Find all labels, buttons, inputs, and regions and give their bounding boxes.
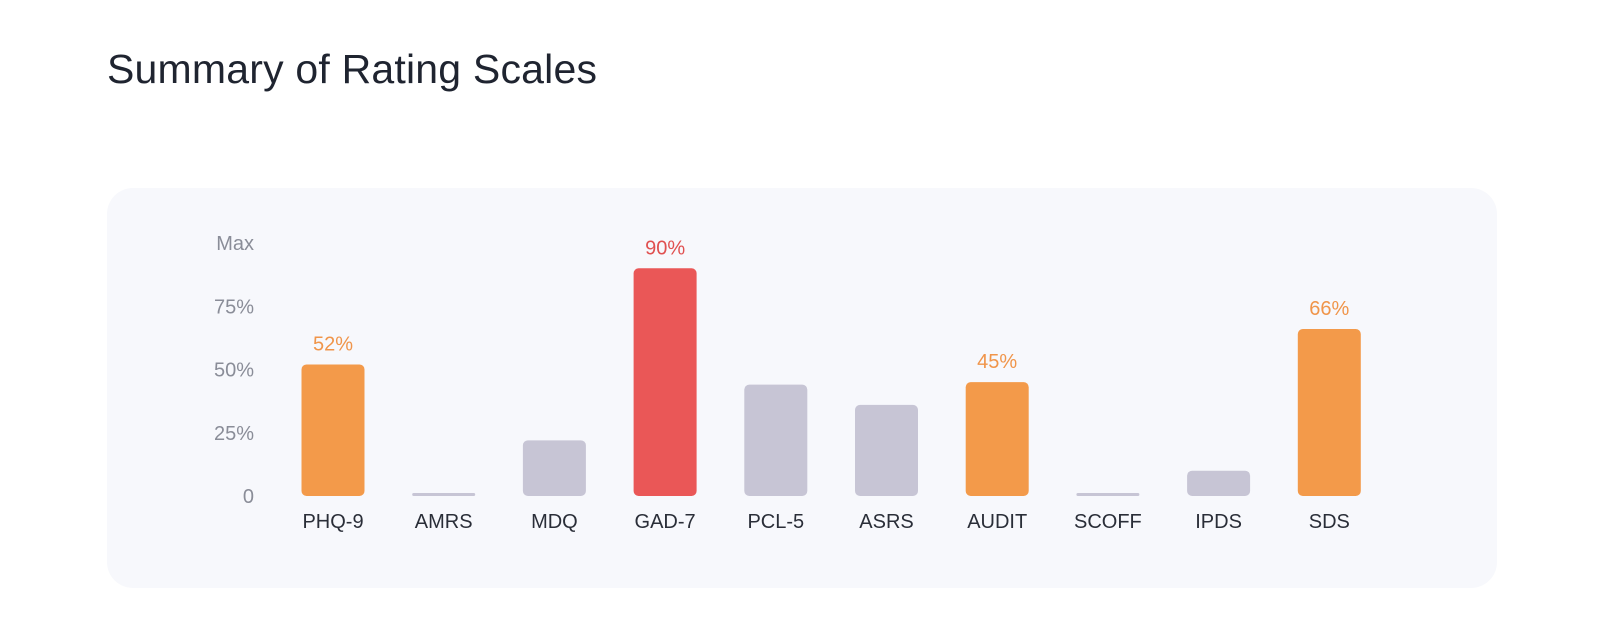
category-label: PHQ-9 bbox=[302, 511, 363, 533]
bar-asrs bbox=[855, 404, 918, 496]
category-label: IPDS bbox=[1195, 511, 1242, 533]
data-label: 45% bbox=[977, 351, 1017, 373]
x-axis: PHQ-9 AMRS MDQ GAD-7 PCL-5 ASRS AUDIT SCOFF IPDS… bbox=[302, 511, 1349, 533]
bar-mdq bbox=[522, 440, 586, 496]
y-axis: 0 25% 50% 75% Max bbox=[214, 233, 254, 508]
rating-scales-bar-chart: 0 25% 50% 75% Max 52% 90% 45% 66% PHQ-9 AMRS MDQ G… bbox=[214, 233, 1361, 533]
y-tick-label: 50% bbox=[214, 360, 254, 382]
y-tick-label: 75% bbox=[214, 296, 254, 318]
bar-ipds bbox=[1187, 470, 1251, 496]
category-label: PCL-5 bbox=[747, 511, 804, 533]
bar-scoff bbox=[1076, 493, 1140, 496]
category-label: AMRS bbox=[415, 511, 473, 533]
bars bbox=[301, 268, 1361, 496]
data-label: 90% bbox=[645, 237, 685, 259]
bar-sds bbox=[1297, 329, 1361, 496]
bar-phq-9 bbox=[301, 364, 365, 496]
bar-amrs bbox=[412, 493, 476, 496]
y-tick-label: 25% bbox=[214, 423, 254, 445]
chart-card: 0 25% 50% 75% Max 52% 90% 45% 66% PHQ-9 AMRS MDQ G… bbox=[107, 188, 1497, 588]
bar-audit bbox=[965, 382, 1029, 496]
data-label: 52% bbox=[313, 333, 353, 355]
page-title: Summary of Rating Scales bbox=[107, 46, 598, 92]
bar-pcl-5 bbox=[744, 384, 808, 496]
category-label: GAD-7 bbox=[635, 511, 696, 533]
category-label: SDS bbox=[1309, 511, 1350, 533]
category-label: MDQ bbox=[531, 511, 578, 533]
category-label: AUDIT bbox=[967, 511, 1027, 533]
y-tick-label: 0 bbox=[243, 486, 254, 508]
bar-gad-7 bbox=[633, 268, 697, 496]
category-label: SCOFF bbox=[1074, 511, 1142, 533]
data-label: 66% bbox=[1309, 298, 1349, 320]
y-tick-label: Max bbox=[216, 233, 254, 255]
data-labels: 52% 90% 45% 66% bbox=[313, 237, 1350, 373]
category-label: ASRS bbox=[859, 511, 913, 533]
